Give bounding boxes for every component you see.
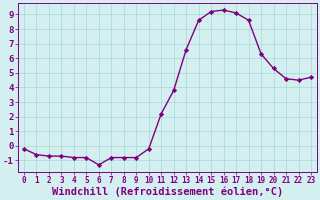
X-axis label: Windchill (Refroidissement éolien,°C): Windchill (Refroidissement éolien,°C) <box>52 187 283 197</box>
